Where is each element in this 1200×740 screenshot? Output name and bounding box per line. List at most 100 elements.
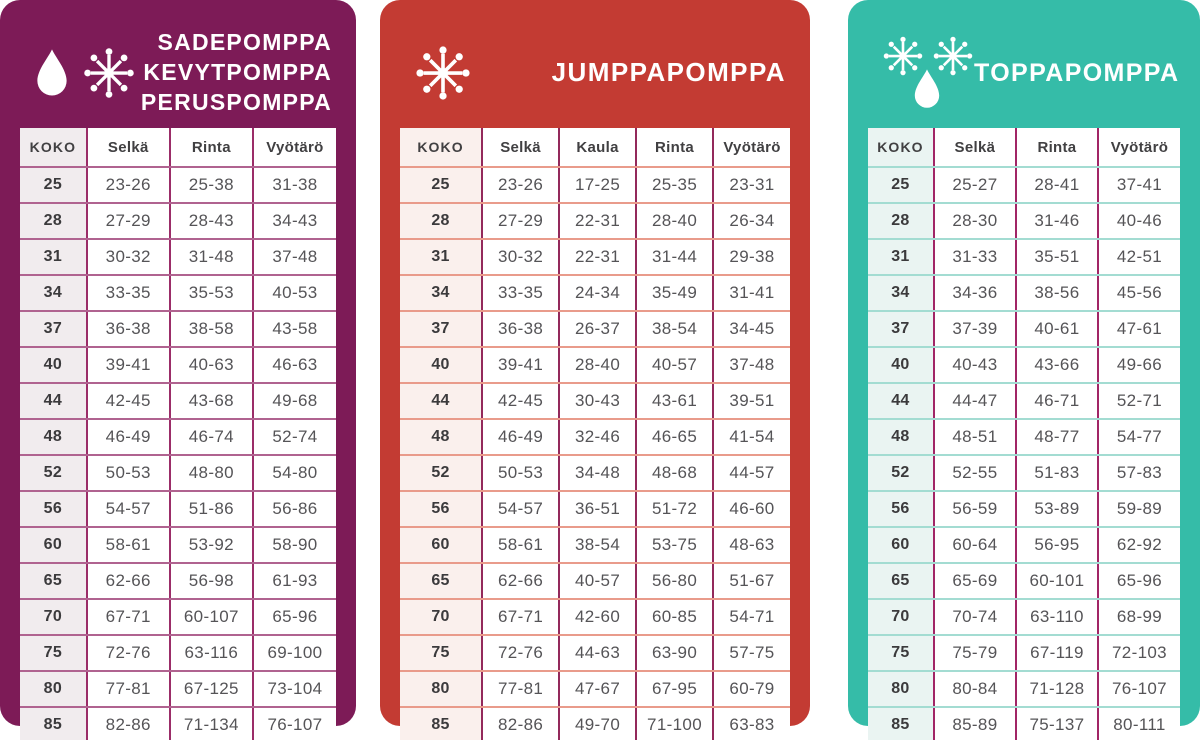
table-row: 34 33-35 24-34 35-49 31-41: [400, 275, 790, 312]
range-cell: 51-83: [1015, 455, 1099, 492]
range-cell: 63-116: [169, 635, 254, 672]
table-row: 56 54-57 51-86 56-86: [20, 491, 336, 528]
range-cell: 39-41: [86, 347, 171, 384]
range-cell: 38-56: [1015, 275, 1099, 312]
size-cell: 48: [400, 419, 484, 456]
title-line: PERUSPOMPPA: [140, 88, 332, 115]
table-row: 56 56-59 53-89 59-89: [868, 491, 1180, 528]
table-row: 70 70-74 63-110 68-99: [868, 599, 1180, 636]
table-row: 60 58-61 38-54 53-75 48-63: [400, 527, 790, 564]
range-cell: 63-90: [636, 635, 715, 672]
range-cell: 51-86: [169, 491, 254, 528]
table-row: 85 82-86 49-70 71-100 63-83: [400, 707, 790, 740]
range-cell: 43-58: [252, 311, 336, 348]
range-cell: 39-41: [482, 347, 561, 384]
range-cell: 31-46: [1015, 203, 1099, 240]
range-cell: 40-43: [933, 347, 1017, 384]
range-cell: 44-57: [713, 455, 790, 492]
range-cell: 40-61: [1015, 311, 1099, 348]
range-cell: 62-66: [482, 563, 561, 600]
sadepomppa-title: SADEPOMPPA KEVYTPOMPPA PERUSPOMPPA: [141, 28, 332, 118]
range-cell: 22-31: [559, 203, 638, 240]
size-cell: 37: [868, 311, 935, 348]
size-cell: 70: [20, 599, 88, 636]
range-cell: 30-32: [86, 239, 171, 276]
range-cell: 45-56: [1097, 275, 1180, 312]
range-cell: 36-38: [482, 311, 561, 348]
table-row: 28 28-30 31-46 40-46: [868, 203, 1180, 240]
table-row: 37 36-38 38-58 43-58: [20, 311, 336, 348]
size-cell: 56: [400, 491, 484, 528]
range-cell: 30-32: [482, 239, 561, 276]
range-cell: 52-71: [1097, 383, 1180, 420]
size-cell: 37: [20, 311, 88, 348]
range-cell: 28-41: [1015, 167, 1099, 204]
range-cell: 76-107: [1097, 671, 1180, 708]
range-cell: 85-89: [933, 707, 1017, 740]
size-cell: 60: [400, 527, 484, 564]
water-drop-icon: [914, 69, 940, 108]
range-cell: 46-49: [86, 419, 171, 456]
range-cell: 41-54: [713, 419, 790, 456]
range-cell: 67-71: [86, 599, 171, 636]
range-cell: 50-53: [482, 455, 561, 492]
range-cell: 38-54: [559, 527, 638, 564]
range-cell: 61-93: [252, 563, 336, 600]
range-cell: 54-71: [713, 599, 790, 636]
size-cell: 80: [868, 671, 935, 708]
size-cell: 25: [868, 167, 935, 204]
toppapomppa-panel: TOPPAPOMPPA KOKO Selkä Rinta Vyötärö 25 25-27…: [848, 0, 1200, 740]
range-cell: 48-80: [169, 455, 254, 492]
size-column-header: KOKO: [20, 128, 88, 168]
range-cell: 70-74: [933, 599, 1017, 636]
table-row: 40 39-41 40-63 46-63: [20, 347, 336, 384]
table-row: 75 72-76 63-116 69-100: [20, 635, 336, 672]
jumppapomppa-title: JUMPPAPOMPPA: [552, 56, 786, 90]
table-row: 34 33-35 35-53 40-53: [20, 275, 336, 312]
table-row: 80 77-81 67-125 73-104: [20, 671, 336, 708]
range-cell: 75-137: [1015, 707, 1099, 740]
table-row: 65 65-69 60-101 65-96: [868, 563, 1180, 600]
table-row: 34 34-36 38-56 45-56: [868, 275, 1180, 312]
range-cell: 48-63: [713, 527, 790, 564]
table-row: 40 39-41 28-40 40-57 37-48: [400, 347, 790, 384]
range-cell: 37-48: [252, 239, 336, 276]
range-cell: 63-83: [729, 715, 775, 734]
table-row: 52 50-53 34-48 48-68 44-57: [400, 455, 790, 492]
range-cell: 28-40: [559, 347, 638, 384]
table-row: 31 30-32 22-31 31-44 29-38: [400, 239, 790, 276]
range-cell: 24-34: [559, 275, 638, 312]
size-cell: 85: [400, 707, 484, 740]
range-cell: 48-51: [933, 419, 1017, 456]
table-row: 25 25-27 28-41 37-41: [868, 167, 1180, 204]
range-cell: 72-103: [1097, 635, 1180, 672]
size-cell: 34: [20, 275, 88, 312]
table-row: 48 46-49 46-74 52-74: [20, 419, 336, 456]
range-cell: 28-43: [169, 203, 254, 240]
size-cell: 56: [20, 491, 88, 528]
range-cell: 40-57: [636, 347, 715, 384]
range-cell: 23-31: [713, 167, 790, 204]
range-cell: 43-66: [1015, 347, 1099, 384]
table-row: 80 80-84 71-128 76-107: [868, 671, 1180, 708]
title-line: TOPPAPOMPPA: [974, 58, 1180, 87]
range-cell: 62-92: [1097, 527, 1180, 564]
range-cell: 68-99: [1097, 599, 1180, 636]
size-cell: 80: [20, 671, 88, 708]
jumppapomppa-panel: JUMPPAPOMPPA KOKO Selkä Kaula Rinta Vyötärö 2…: [380, 0, 810, 740]
range-cell: 51-67: [713, 563, 790, 600]
size-cell: 48: [20, 419, 88, 456]
range-cell: 82-86: [482, 707, 561, 740]
column-header: Selkä: [482, 128, 561, 168]
range-cell: 36-51: [559, 491, 638, 528]
range-cell: 53-92: [169, 527, 254, 564]
range-cell: 22-31: [559, 239, 638, 276]
range-cell: 77-81: [86, 671, 171, 708]
range-cell: 58-61: [482, 527, 561, 564]
range-cell: 56-95: [1015, 527, 1099, 564]
size-cell: 52: [868, 455, 935, 492]
size-cell: 48: [868, 419, 935, 456]
column-header: Rinta: [1015, 128, 1099, 168]
range-cell: 57-75: [713, 635, 790, 672]
range-cell: 62-66: [86, 563, 171, 600]
